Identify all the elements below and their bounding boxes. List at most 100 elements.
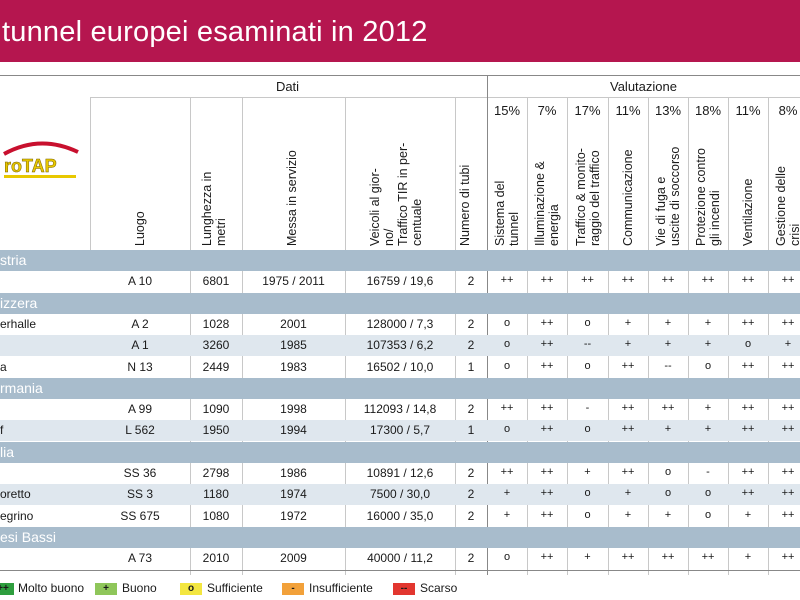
col-header-luogo-line: Luogo	[133, 211, 147, 246]
rating-cell: ++	[581, 274, 594, 286]
rating-cell: ++	[540, 423, 554, 435]
grid-line	[90, 97, 91, 250]
rating-cell: ++	[540, 551, 554, 563]
country-name: lia	[0, 444, 15, 460]
service-year: 1986	[280, 466, 307, 480]
rating-cell: ++	[661, 551, 675, 563]
rating-cell: o	[503, 360, 511, 372]
table-row: egrino SS 675 1080 1972 16000 / 35,0 2 + ++ o + + o…	[0, 506, 800, 527]
country-name: stria	[0, 252, 27, 268]
rating-cell: ++	[781, 360, 795, 372]
tube-count: 2	[467, 509, 475, 523]
country-row: stria	[0, 250, 800, 271]
rating-cell: ++	[741, 317, 755, 329]
tube-count: 2	[467, 402, 475, 416]
rating-cell: o	[744, 338, 752, 350]
grid-line	[487, 75, 488, 575]
rating-cell: ++	[540, 487, 554, 499]
service-year: 1994	[280, 423, 307, 437]
rating-cell: ++	[741, 274, 755, 286]
criterion-header-line: Sistema del	[493, 180, 507, 246]
table-row: A 73 2010 2009 40000 / 11,2 2 o ++ + ++ ++ ++ + ++	[0, 548, 800, 569]
tube-count: 2	[467, 317, 475, 331]
criterion-weight: 8%	[778, 103, 798, 118]
criterion-weight: 18%	[694, 103, 722, 118]
rating-cell: ++	[621, 360, 635, 372]
rating-cell: o	[503, 338, 511, 350]
legend-label: Insufficiente	[309, 581, 373, 595]
col-header-lunghezza: Lunghezza in metri	[200, 76, 228, 246]
rating-cell: ++	[500, 274, 514, 286]
traffic-value: 128000 / 7,3	[366, 317, 434, 331]
rating-cell: o	[664, 487, 672, 499]
rating-cell: +	[704, 423, 712, 435]
col-header-messa-line: Messa in servizio	[285, 150, 299, 246]
country-name: esi Bassi	[0, 529, 57, 545]
rating-cell: o	[704, 509, 712, 521]
rating-cell: +	[584, 466, 591, 478]
rating-cell: ++	[540, 274, 554, 286]
rating-cell: o	[664, 466, 672, 478]
rating-cell: +	[624, 317, 632, 329]
traffic-value: 40000 / 11,2	[367, 551, 433, 565]
rating-cell: +	[664, 338, 672, 350]
tunnel-length: 1950	[202, 423, 230, 437]
rating-cell: ++	[621, 466, 635, 478]
rating-cell: o	[503, 317, 511, 329]
tunnel-length: 2449	[202, 360, 230, 374]
country-row: lia	[0, 442, 800, 463]
tunnel-length: 2798	[202, 466, 230, 480]
title-bar: tunnel europei esaminati in 2012	[0, 0, 800, 62]
rating-cell: o	[704, 487, 712, 499]
rating-cell: ++	[540, 317, 554, 329]
rating-cell: ++	[661, 402, 675, 414]
country-row: esi Bassi	[0, 527, 800, 548]
col-header-veicoli: Veicoli al gior-no/Traffico TIR in per-c…	[368, 76, 424, 246]
table-row: erhalle A 2 1028 2001 128000 / 7,3 2 o ++ o + + + ++…	[0, 314, 800, 335]
criterion-header: Ventilazione	[741, 76, 755, 246]
rating-cell: +	[503, 487, 511, 499]
rating-cell: --	[664, 360, 672, 372]
legend-swatch: o	[180, 583, 202, 595]
table-row: oretto SS 3 1180 1974 7500 / 30,0 2 + ++ o + o o ++ +…	[0, 484, 800, 505]
rating-cell: ++	[741, 466, 755, 478]
criterion-header-line: tunnel	[507, 211, 521, 246]
rating-cell: ++	[701, 551, 715, 563]
rating-cell: ++	[781, 317, 795, 329]
rating-cell: ++	[781, 402, 795, 414]
criterion-header-line: crisi	[788, 223, 800, 246]
rating-cell: ++	[741, 423, 755, 435]
road-code: SS 3	[126, 487, 153, 501]
tunnel-name: a	[0, 360, 7, 374]
rating-cell: +	[624, 338, 632, 350]
criterion-header-line: gli incendi	[708, 190, 722, 246]
criterion-header: Protezione contro gli incendi	[694, 76, 722, 246]
tube-count: 2	[467, 466, 475, 480]
rating-cell: +	[664, 509, 672, 521]
legend-label: Buono	[122, 581, 157, 595]
logo-text: roTAP	[4, 156, 57, 176]
criterion-weight: 13%	[654, 103, 682, 118]
road-code: SS 36	[123, 466, 157, 480]
tunnel-name: egrino	[0, 509, 34, 523]
tunnel-length: 3260	[202, 338, 230, 352]
criterion-header-line: Illuminazione &	[533, 161, 547, 246]
legend-swatch: +	[95, 583, 117, 595]
rating-cell: +	[664, 317, 672, 329]
service-year: 1985	[280, 338, 307, 352]
traffic-value: 16502 / 10,0	[366, 360, 434, 374]
col-header-lunghezza-line: metri	[214, 218, 228, 246]
road-code: A 73	[127, 551, 153, 565]
col-header-tubi: Numero di tubi	[458, 76, 472, 246]
country-name: rmania	[0, 380, 43, 396]
rating-cell: ++	[540, 360, 554, 372]
traffic-value: 16759 / 19,6	[366, 274, 434, 288]
rating-cell: ++	[781, 487, 795, 499]
legend-label: Molto buono	[18, 581, 85, 595]
criterion-header-line: Gestione delle	[774, 166, 788, 246]
rating-cell: ++	[500, 402, 514, 414]
rating-cell: o	[584, 509, 591, 521]
legend-swatch: --	[393, 583, 415, 595]
rating-cell: ++	[540, 509, 554, 521]
tunnel-length: 2010	[202, 551, 230, 565]
